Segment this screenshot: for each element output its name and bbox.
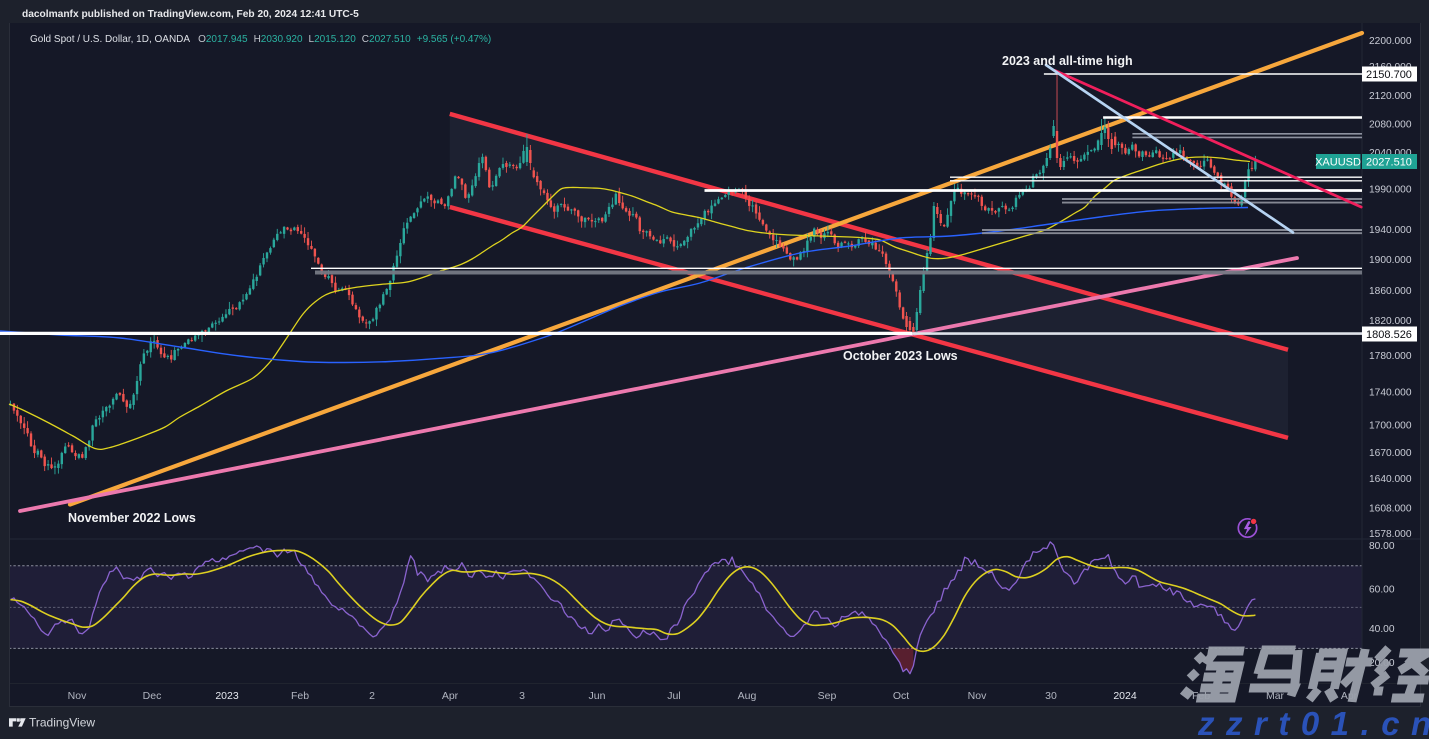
svg-text:2150.700: 2150.700 xyxy=(1366,69,1412,81)
svg-text:80.00: 80.00 xyxy=(1369,541,1395,552)
svg-text:2080.000: 2080.000 xyxy=(1369,120,1412,131)
svg-text:2023 and all-time high: 2023 and all-time high xyxy=(1002,54,1133,68)
svg-text:1700.000: 1700.000 xyxy=(1369,421,1412,432)
svg-text:zzrt01.cn: zzrt01.cn xyxy=(1197,705,1429,739)
svg-text:1820.000: 1820.000 xyxy=(1369,316,1412,327)
svg-text:2: 2 xyxy=(369,690,375,702)
svg-text:3: 3 xyxy=(519,690,525,702)
svg-text:1860.000: 1860.000 xyxy=(1369,286,1412,297)
svg-text:Oct: Oct xyxy=(893,690,909,702)
svg-text:60.00: 60.00 xyxy=(1369,585,1395,596)
svg-text:Dec: Dec xyxy=(143,690,162,702)
svg-text:Jul: Jul xyxy=(667,690,680,702)
svg-text:1808.526: 1808.526 xyxy=(1366,329,1412,341)
svg-text:2200.000: 2200.000 xyxy=(1369,36,1412,47)
svg-text:1670.000: 1670.000 xyxy=(1369,448,1412,459)
svg-text:1608.000: 1608.000 xyxy=(1369,504,1412,515)
svg-text:Nov: Nov xyxy=(968,690,987,702)
svg-text:Gold Spot / U.S. Dollar, 1D, O: Gold Spot / U.S. Dollar, 1D, OANDA O2017.… xyxy=(30,34,491,45)
svg-text:November 2022 Lows: November 2022 Lows xyxy=(68,511,196,525)
svg-text:2120.000: 2120.000 xyxy=(1369,91,1412,102)
svg-text:Jun: Jun xyxy=(589,690,606,702)
svg-text:2024: 2024 xyxy=(1113,690,1137,702)
svg-text:Feb: Feb xyxy=(291,690,309,702)
svg-text:40.00: 40.00 xyxy=(1369,624,1395,635)
svg-text:1578.000: 1578.000 xyxy=(1369,529,1412,540)
svg-text:2027.510: 2027.510 xyxy=(1366,157,1412,169)
svg-text:30: 30 xyxy=(1045,690,1057,702)
svg-text:2040.000: 2040.000 xyxy=(1369,148,1412,159)
svg-text:1900.000: 1900.000 xyxy=(1369,255,1412,266)
svg-text:Mar: Mar xyxy=(1266,690,1285,702)
svg-text:1940.000: 1940.000 xyxy=(1369,225,1412,236)
svg-text:1990.000: 1990.000 xyxy=(1369,185,1412,196)
svg-text:1640.000: 1640.000 xyxy=(1369,474,1412,485)
svg-text:1740.000: 1740.000 xyxy=(1369,388,1412,399)
svg-text:TradingView: TradingView xyxy=(29,716,95,730)
svg-text:2023: 2023 xyxy=(215,690,239,702)
svg-text:Aug: Aug xyxy=(738,690,757,702)
svg-text:Sep: Sep xyxy=(818,690,837,702)
svg-text:XAUUSD: XAUUSD xyxy=(1315,157,1361,169)
svg-text:Nov: Nov xyxy=(68,690,87,702)
svg-text:October 2023 Lows: October 2023 Lows xyxy=(843,349,958,363)
svg-text:1780.000: 1780.000 xyxy=(1369,351,1412,362)
svg-text:Apr: Apr xyxy=(442,690,459,702)
svg-text:dacolmanfx published on Tradin: dacolmanfx published on TradingView.com,… xyxy=(22,9,359,20)
